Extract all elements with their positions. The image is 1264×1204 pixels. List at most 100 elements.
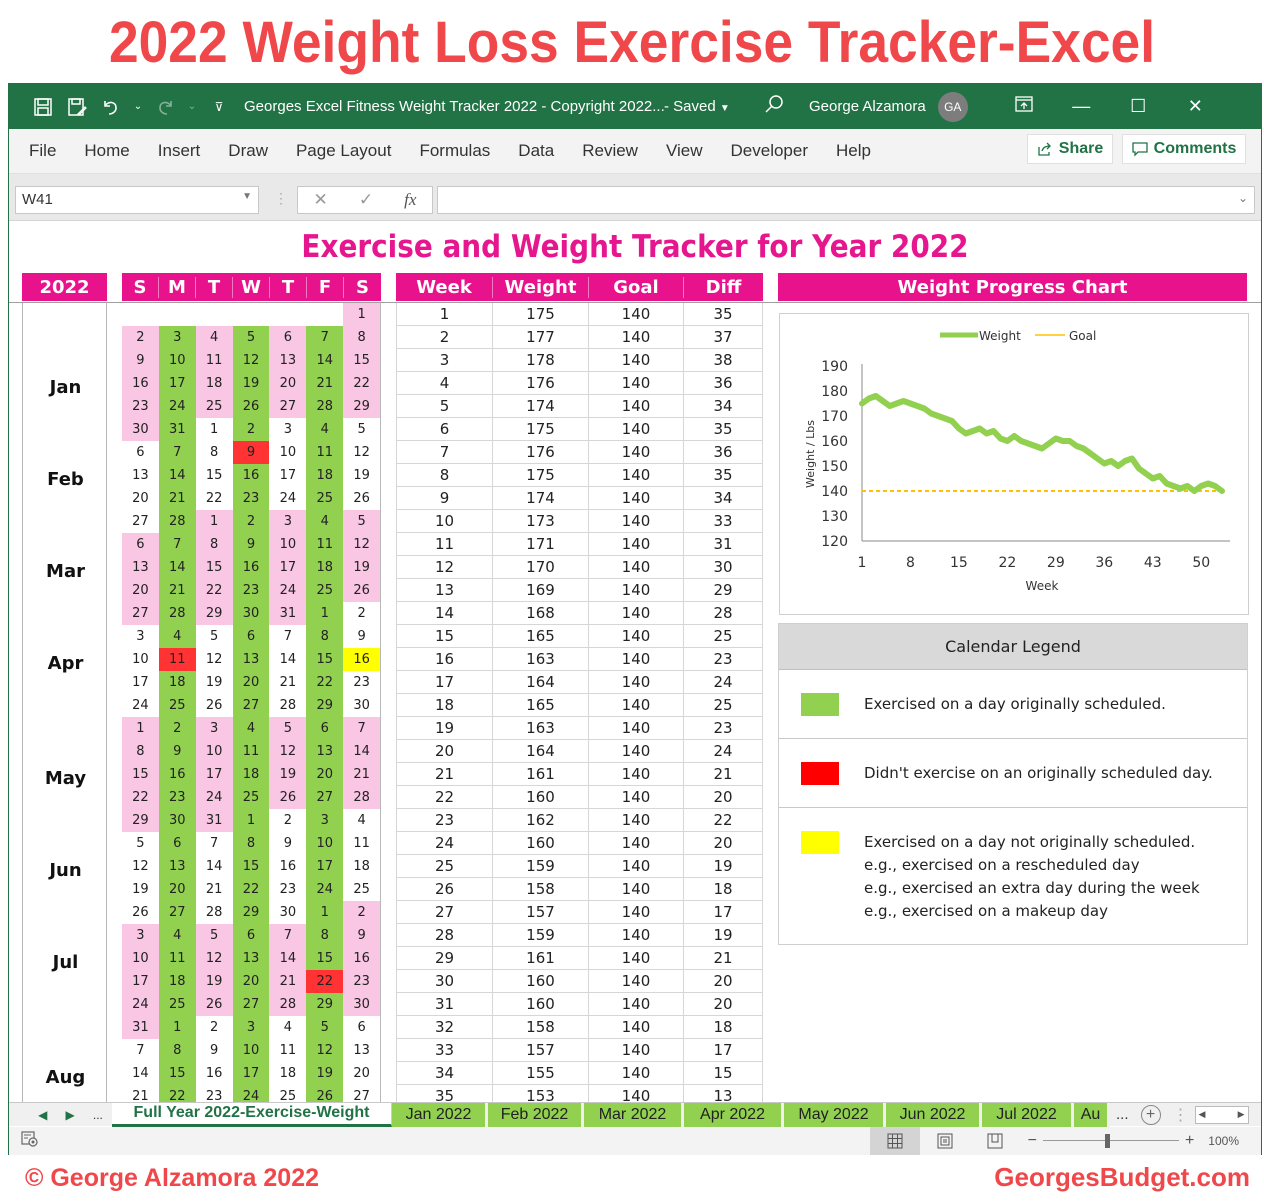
diff-cell[interactable]: 22 — [684, 809, 763, 831]
zoom-slider-thumb[interactable] — [1104, 1134, 1110, 1148]
calendar-day-cell[interactable]: 5 — [343, 510, 381, 533]
calendar-day-cell[interactable]: 31 — [122, 1016, 159, 1039]
diff-cell[interactable]: 31 — [684, 533, 763, 555]
calendar-day-cell[interactable]: 29 — [306, 694, 344, 717]
calendar-day-cell[interactable]: 27 — [269, 395, 307, 418]
goal-cell[interactable]: 140 — [589, 901, 684, 923]
goal-cell[interactable]: 140 — [589, 1039, 684, 1061]
calendar-day-cell[interactable]: 1 — [343, 303, 381, 326]
week-cell[interactable]: 16 — [396, 648, 493, 670]
diff-cell[interactable]: 35 — [684, 418, 763, 440]
calendar-day-cell[interactable]: 5 — [306, 1016, 344, 1039]
tab-page-layout[interactable]: Page Layout — [295, 141, 392, 160]
week-cell[interactable]: 20 — [396, 740, 493, 762]
calendar-day-cell[interactable]: 12 — [122, 855, 159, 878]
diff-cell[interactable]: 36 — [684, 441, 763, 463]
calendar-day-cell[interactable]: 16 — [122, 372, 159, 395]
calendar-day-cell[interactable]: 12 — [232, 349, 270, 372]
calendar-day-cell[interactable]: 2 — [195, 1016, 233, 1039]
calendar-day-cell[interactable]: 19 — [306, 1062, 344, 1085]
calendar-day-cell[interactable]: 12 — [269, 740, 307, 763]
calendar-day-cell[interactable]: 24 — [269, 579, 307, 602]
calendar-day-cell[interactable]: 6 — [158, 832, 196, 855]
scroll-right-icon[interactable]: ▶ — [65, 1107, 75, 1122]
calendar-day-cell[interactable]: 22 — [195, 487, 233, 510]
calendar-day-cell[interactable]: 15 — [195, 556, 233, 579]
goal-cell[interactable]: 140 — [589, 717, 684, 739]
calendar-day-cell[interactable]: 10 — [269, 533, 307, 556]
calendar-day-cell[interactable]: 21 — [122, 1085, 159, 1102]
calendar-day-cell[interactable]: 18 — [158, 970, 196, 993]
calendar-day-cell[interactable]: 7 — [343, 717, 381, 740]
week-cell[interactable]: 13 — [396, 579, 493, 601]
calendar-day-cell[interactable]: 17 — [232, 1062, 270, 1085]
goal-cell[interactable]: 140 — [589, 648, 684, 670]
calendar-day-cell[interactable]: 5 — [195, 625, 233, 648]
calendar-day-cell[interactable]: 24 — [122, 993, 159, 1016]
weight-cell[interactable]: 170 — [493, 556, 589, 578]
diff-cell[interactable]: 17 — [684, 1039, 763, 1061]
calendar-day-cell[interactable]: 4 — [306, 418, 344, 441]
week-cell[interactable]: 21 — [396, 763, 493, 785]
calendar-day-cell[interactable]: 29 — [232, 901, 270, 924]
calendar-day-cell[interactable]: 7 — [306, 326, 344, 349]
calendar-day-cell[interactable]: 27 — [343, 1085, 381, 1102]
calendar-day-cell[interactable]: 6 — [122, 441, 159, 464]
goal-cell[interactable]: 140 — [589, 1085, 684, 1102]
week-cell[interactable]: 33 — [396, 1039, 493, 1061]
calendar-day-cell[interactable]: 11 — [343, 832, 381, 855]
calendar-day-cell[interactable]: 10 — [122, 947, 159, 970]
calendar-day-cell[interactable]: 21 — [195, 878, 233, 901]
calendar-day-cell[interactable]: 21 — [343, 763, 381, 786]
calendar-day-cell[interactable]: 20 — [269, 372, 307, 395]
weight-cell[interactable]: 169 — [493, 579, 589, 601]
calendar-day-cell[interactable]: 28 — [158, 510, 196, 533]
week-cell[interactable]: 11 — [396, 533, 493, 555]
scroll-left-icon[interactable]: ◀ — [1198, 1109, 1206, 1119]
search-icon[interactable] — [744, 94, 804, 120]
calendar-day-cell[interactable]: 6 — [343, 1016, 381, 1039]
scroll-right-icon[interactable]: ▶ — [1237, 1109, 1245, 1119]
calendar-day-cell[interactable]: 22 — [195, 579, 233, 602]
diff-cell[interactable]: 18 — [684, 878, 763, 900]
calendar-day-cell[interactable]: 15 — [306, 648, 344, 671]
calendar-day-cell[interactable]: 28 — [269, 694, 307, 717]
calendar-day-cell[interactable]: 26 — [343, 579, 381, 602]
weight-cell[interactable]: 158 — [493, 878, 589, 900]
calendar-day-cell[interactable]: 22 — [158, 1085, 196, 1102]
calendar-day-cell[interactable]: 30 — [343, 993, 381, 1016]
goal-cell[interactable]: 140 — [589, 832, 684, 854]
diff-cell[interactable]: 35 — [684, 464, 763, 486]
calendar-day-cell[interactable]: 29 — [195, 602, 233, 625]
sheet-tab[interactable]: Apr 2022 — [684, 1102, 784, 1127]
diff-cell[interactable]: 34 — [684, 487, 763, 509]
week-cell[interactable]: 12 — [396, 556, 493, 578]
weight-cell[interactable]: 175 — [493, 303, 589, 325]
calendar-day-cell[interactable]: 14 — [269, 947, 307, 970]
calendar-day-cell[interactable]: 6 — [306, 717, 344, 740]
calendar-day-cell[interactable]: 30 — [269, 901, 307, 924]
calendar-day-cell[interactable]: 9 — [232, 441, 270, 464]
weight-cell[interactable]: 158 — [493, 1016, 589, 1038]
tab-data[interactable]: Data — [518, 141, 555, 160]
calendar-day-cell[interactable]: 13 — [232, 947, 270, 970]
calendar-day-cell[interactable]: 24 — [269, 487, 307, 510]
calendar-day-cell[interactable]: 6 — [232, 924, 270, 947]
calendar-day-cell[interactable]: 10 — [269, 441, 307, 464]
week-cell[interactable]: 8 — [396, 464, 493, 486]
accessibility-icon[interactable] — [21, 1130, 39, 1153]
tabs-overflow-button[interactable]: ... — [1116, 1106, 1129, 1123]
calendar-day-cell[interactable]: 7 — [122, 1039, 159, 1062]
weight-cell[interactable]: 175 — [493, 418, 589, 440]
maximize-icon[interactable]: ☐ — [1130, 96, 1147, 116]
calendar-day-cell[interactable]: 23 — [232, 487, 270, 510]
calendar-day-cell[interactable]: 11 — [232, 740, 270, 763]
week-cell[interactable]: 2 — [396, 326, 493, 348]
week-cell[interactable]: 24 — [396, 832, 493, 854]
calendar-day-cell[interactable]: 17 — [195, 763, 233, 786]
save-as-icon[interactable] — [65, 95, 89, 119]
weight-cell[interactable]: 160 — [493, 993, 589, 1015]
goal-cell[interactable]: 140 — [589, 763, 684, 785]
goal-cell[interactable]: 140 — [589, 510, 684, 532]
goal-cell[interactable]: 140 — [589, 694, 684, 716]
